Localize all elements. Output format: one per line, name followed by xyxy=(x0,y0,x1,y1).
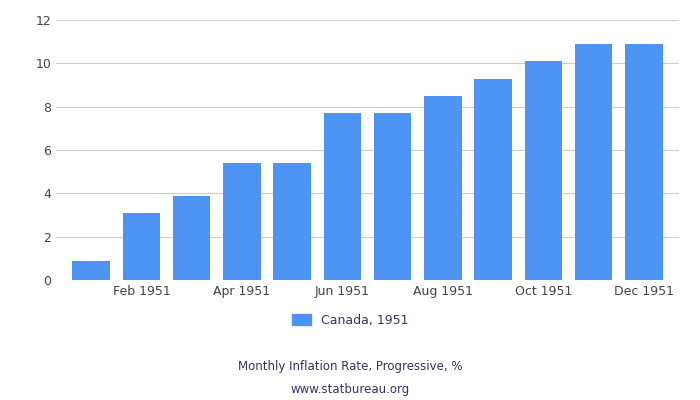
Bar xyxy=(173,196,211,280)
Bar xyxy=(424,96,462,280)
Text: Monthly Inflation Rate, Progressive, %: Monthly Inflation Rate, Progressive, % xyxy=(238,360,462,373)
Bar xyxy=(374,113,412,280)
Bar xyxy=(223,163,260,280)
Legend: Canada, 1951: Canada, 1951 xyxy=(287,309,413,332)
Bar xyxy=(625,44,663,280)
Text: www.statbureau.org: www.statbureau.org xyxy=(290,383,410,396)
Bar xyxy=(122,213,160,280)
Bar xyxy=(524,61,562,280)
Bar xyxy=(575,44,612,280)
Bar xyxy=(273,163,311,280)
Bar xyxy=(323,113,361,280)
Bar xyxy=(72,260,110,280)
Bar xyxy=(475,78,512,280)
